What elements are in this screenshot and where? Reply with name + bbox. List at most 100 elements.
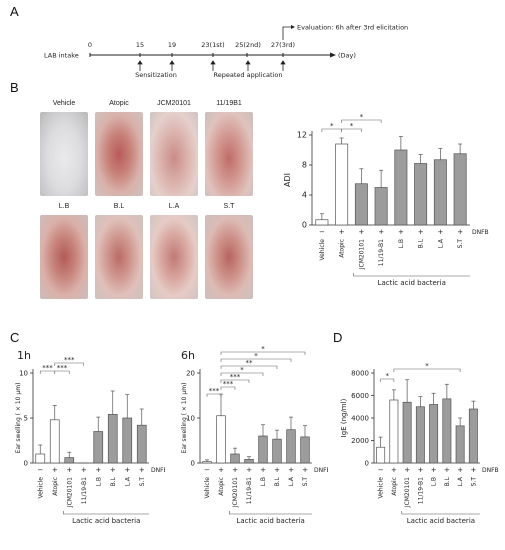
bar-atopic (389, 399, 399, 464)
category-label: B.L (274, 476, 281, 486)
y-tick-label: 10 (186, 415, 195, 423)
bar-jcm20101 (64, 457, 75, 464)
category-label: Vehicle (319, 239, 326, 261)
significance-bracket (341, 119, 382, 123)
mouse-photo-atopic (95, 112, 143, 196)
category-label: L.A (457, 476, 464, 486)
day-unit-label: (Day) (338, 52, 356, 60)
panel-letter-d: D (333, 330, 343, 345)
bar-vehicle (376, 446, 386, 464)
category-label: B.L (110, 476, 117, 486)
y-tick-label: 2000 (351, 437, 369, 445)
dnfb-sign: + (66, 466, 72, 474)
day-label-23: 23(1st) (201, 41, 224, 49)
category-label: L.A (124, 476, 131, 486)
day-label-19: 19 (168, 41, 176, 49)
dnfb-sign: + (288, 466, 294, 474)
lab-group-label: Lactic acid bacteria (378, 279, 446, 287)
dnfb-sign: − (319, 228, 325, 236)
panel-letter-c: C (10, 330, 20, 345)
dnfb-sign: + (139, 466, 145, 474)
dnfb-sign: + (457, 466, 463, 474)
dnfb-sign: − (37, 466, 43, 474)
dnfb-sign: + (418, 228, 424, 236)
bar-s-t (468, 408, 478, 464)
photo-label-st: S.T (223, 203, 235, 210)
significance-label: *** (209, 387, 220, 395)
category-label: B.L (444, 476, 451, 486)
category-label: Vehicle (378, 477, 385, 499)
category-label: Atopic (218, 477, 225, 496)
day-label-25: 25(2nd) (235, 41, 261, 49)
up-arrows (137, 60, 286, 71)
dnfb-sign: + (274, 466, 280, 474)
category-label: JCM20101 (404, 477, 411, 508)
dnfb-sign: + (470, 466, 476, 474)
significance-label: * (254, 352, 258, 360)
significance-label: * (261, 345, 265, 353)
y-axis-title: ADI (283, 173, 292, 187)
dnfb-sign: + (110, 466, 116, 474)
bar-s-t (453, 153, 467, 226)
bar-l-b (93, 431, 104, 464)
bar-l-b (394, 149, 408, 226)
significance-label: *** (64, 356, 75, 364)
significance-label: * (240, 366, 244, 374)
significance-bracket (54, 362, 85, 366)
y-tick-label: 4000 (351, 415, 369, 423)
significance-bracket (393, 368, 461, 372)
dnfb-sign: + (232, 466, 238, 474)
dnfb-sign: + (391, 466, 397, 474)
bar-s-t (300, 436, 310, 464)
dnfb-sign: + (81, 466, 87, 474)
lab-group-label: Lactic acid bacteria (407, 517, 475, 525)
category-label: L.B (398, 239, 405, 248)
significance-bracket (220, 358, 292, 362)
bar-s-t (136, 424, 147, 464)
category-label: JCM20101 (358, 239, 365, 270)
dnfb-sign: + (417, 466, 423, 474)
evaluation-label: Evaluation: 6h after 3rd elicitation (297, 24, 408, 32)
significance-label: *** (42, 364, 53, 372)
timeline-ticks (89, 53, 284, 57)
category-label: L.B (95, 477, 102, 486)
significance-label: *** (230, 373, 241, 381)
y-tick-label: 6000 (351, 392, 369, 400)
significance-label: *** (57, 364, 68, 372)
lab-group-label: Lactic acid bacteria (72, 517, 140, 525)
dnfb-sign: + (437, 228, 443, 236)
significance-bracket (220, 365, 278, 369)
mouse-photo-vehicle (40, 112, 88, 196)
bar-l-a (122, 417, 133, 464)
significance-bracket (220, 379, 250, 383)
category-label: 11/19-B1 (378, 239, 385, 266)
dnfb-sign: + (339, 228, 345, 236)
mouse-photo-la (150, 215, 198, 299)
significance-bracket (220, 386, 236, 390)
dnfb-sign: − (204, 466, 210, 474)
dnfb-sign: + (124, 466, 130, 474)
lab-intake-label: LAB intake (44, 52, 79, 60)
category-label: Atopic (391, 477, 398, 496)
dnfb-sign: + (52, 466, 58, 474)
y-tick-label: 12 (297, 131, 307, 140)
significance-label: * (360, 113, 364, 121)
category-label: L.A (288, 476, 295, 486)
significance-bracket (220, 351, 306, 355)
bar-11-19-b1 (244, 459, 254, 464)
panel-letter-b: B (10, 80, 19, 95)
category-label: 11/19-B1 (246, 477, 253, 504)
bar-atopic (216, 415, 226, 464)
dnfb-sign: + (431, 466, 437, 474)
photo-label-jcm20101: JCM20101 (157, 100, 191, 107)
dnfb-label: DNFB (482, 467, 499, 474)
chart-subtitle: 1h (17, 349, 31, 362)
y-tick-label: 8 (302, 161, 307, 170)
category-label: L.B (431, 477, 438, 486)
significance-bracket (380, 378, 395, 382)
photo-label-bl: B.L (113, 203, 125, 210)
y-tick-label: 0 (24, 460, 28, 468)
bar-jcm20101 (354, 183, 368, 226)
